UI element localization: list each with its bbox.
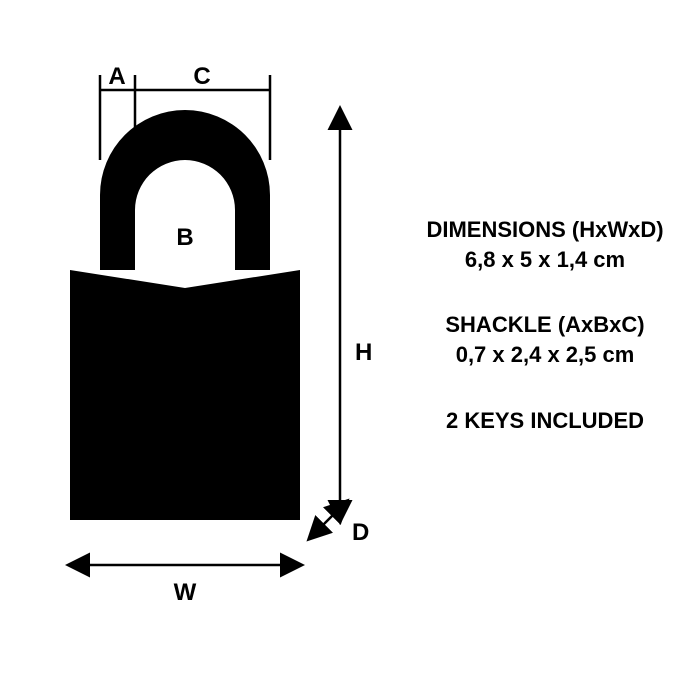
- spec-text-area: DIMENSIONS (HxWxD) 6,8 x 5 x 1,4 cm SHAC…: [400, 215, 690, 471]
- dimensions-value: 6,8 x 5 x 1,4 cm: [400, 245, 690, 275]
- label-a: A: [108, 63, 125, 90]
- keys-included: 2 KEYS INCLUDED: [400, 406, 690, 436]
- padlock-diagram: A C B H W D: [40, 60, 380, 620]
- shackle-value: 0,7 x 2,4 x 2,5 cm: [400, 340, 690, 370]
- dimensions-label: DIMENSIONS (HxWxD): [400, 215, 690, 245]
- label-c: C: [193, 63, 210, 90]
- lock-body-shape: [70, 270, 300, 520]
- shackle-label: SHACKLE (AxBxC): [400, 310, 690, 340]
- dimensions-block: DIMENSIONS (HxWxD) 6,8 x 5 x 1,4 cm: [400, 215, 690, 274]
- label-w: W: [174, 579, 197, 606]
- label-b: B: [176, 224, 193, 251]
- shackle-block: SHACKLE (AxBxC) 0,7 x 2,4 x 2,5 cm: [400, 310, 690, 369]
- padlock-svg: A C B H W D: [40, 60, 380, 620]
- keys-block: 2 KEYS INCLUDED: [400, 406, 690, 436]
- page: A C B H W D DIMENSIONS (HxWxD) 6,8 x 5 x…: [0, 0, 700, 700]
- label-h: H: [355, 339, 372, 366]
- label-d: D: [352, 519, 369, 546]
